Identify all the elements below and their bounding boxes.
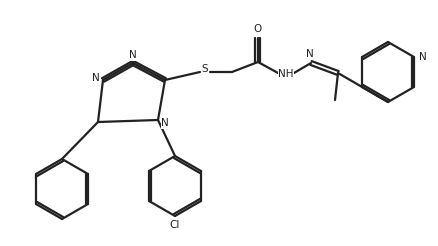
Text: N: N (418, 52, 426, 62)
Text: N: N (92, 73, 100, 83)
Text: N: N (129, 50, 137, 60)
Text: O: O (253, 24, 261, 34)
Text: N: N (161, 118, 169, 128)
Text: N: N (305, 49, 313, 59)
Text: S: S (201, 64, 208, 74)
Text: Cl: Cl (170, 220, 180, 230)
Text: NH: NH (278, 69, 293, 79)
